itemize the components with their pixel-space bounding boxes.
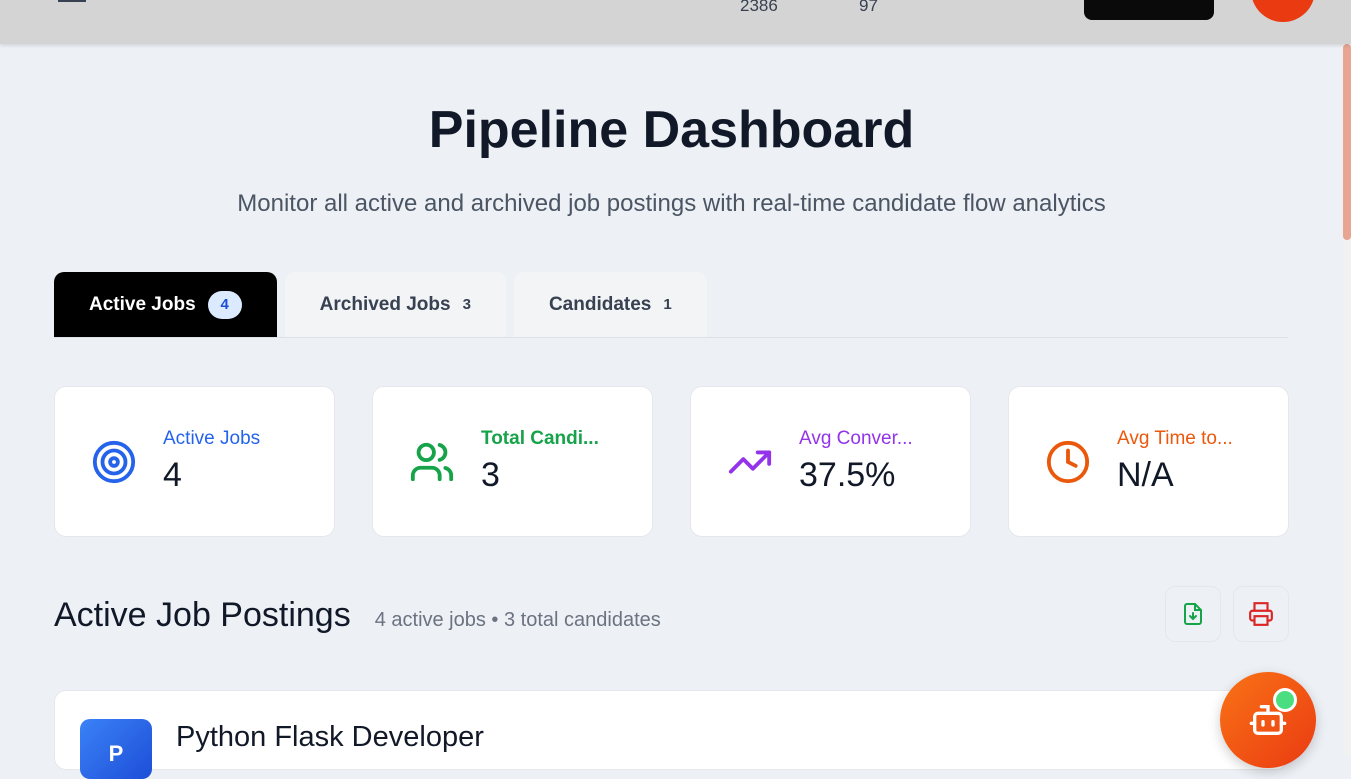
tab-count-badge: 4 <box>207 290 242 319</box>
job-card[interactable]: P Python Flask Developer <box>54 690 1288 779</box>
stat-label: Avg Conver... <box>799 428 913 449</box>
stat-card-avg-conversion: Avg Conver... 37.5% <box>690 386 971 537</box>
bot-icon <box>1249 705 1287 735</box>
section-summary: 4 active jobs • 3 total candidates <box>374 609 661 631</box>
file-download-icon <box>1184 603 1202 625</box>
print-button[interactable] <box>1233 586 1289 642</box>
printer-icon <box>1249 602 1273 626</box>
tab-archived-jobs[interactable]: Archived Jobs 3 <box>284 272 506 337</box>
tab-label: Active Jobs <box>89 293 196 315</box>
tab-count-badge: 3 <box>462 296 471 313</box>
tab-count-badge: 1 <box>663 296 672 313</box>
upgrade-button[interactable] <box>1084 0 1214 20</box>
clock-icon <box>1046 440 1090 483</box>
menu-icon[interactable] <box>58 0 86 2</box>
export-button[interactable] <box>1165 586 1221 642</box>
scrollbar[interactable] <box>1343 44 1351 755</box>
stat-value: 37.5% <box>799 456 896 494</box>
stat-card-total-candidates: Total Candi... 3 <box>372 386 653 537</box>
scrollbar-thumb[interactable] <box>1343 44 1351 240</box>
header-stat: 97 <box>859 0 878 15</box>
stat-label: Active Jobs <box>163 428 261 449</box>
stat-card-active-jobs: Active Jobs 4 <box>54 386 335 537</box>
tab-candidates[interactable]: Candidates 1 <box>513 272 707 337</box>
page-title: Pipeline Dashboard <box>428 101 915 159</box>
page-subtitle: Monitor all active and archived job post… <box>237 190 1106 217</box>
job-logo: P <box>80 719 152 779</box>
users-icon <box>410 442 454 481</box>
stat-label: Total Candi... <box>481 428 599 449</box>
trending-up-icon <box>728 450 772 473</box>
top-bar: 2386 97 <box>0 0 1351 44</box>
tab-label: Candidates <box>548 293 652 315</box>
header-stat: 2386 <box>740 0 778 15</box>
online-status-dot <box>1273 688 1297 712</box>
stat-value: 3 <box>481 456 500 494</box>
tab-label: Archived Jobs <box>319 293 451 315</box>
section-header: Active Job Postings 4 active jobs • 3 to… <box>54 596 661 635</box>
stat-value: N/A <box>1117 456 1174 494</box>
tab-bar: Active Jobs 4 Archived Jobs 3 Candidates 1 <box>54 272 1288 338</box>
target-icon <box>92 440 136 483</box>
tab-active-jobs[interactable]: Active Jobs 4 <box>54 272 277 337</box>
section-title: Active Job Postings <box>54 596 351 634</box>
job-title[interactable]: Python Flask Developer <box>176 721 484 753</box>
stat-value: 4 <box>163 456 182 494</box>
stat-card-avg-time: Avg Time to... N/A <box>1008 386 1289 537</box>
stats-cards: Active Jobs 4 Total Candi... 3 Avg Conver.… <box>54 386 1289 537</box>
stat-label: Avg Time to... <box>1117 428 1233 449</box>
avatar[interactable] <box>1251 0 1315 22</box>
assistant-bot-button[interactable] <box>1220 672 1316 768</box>
